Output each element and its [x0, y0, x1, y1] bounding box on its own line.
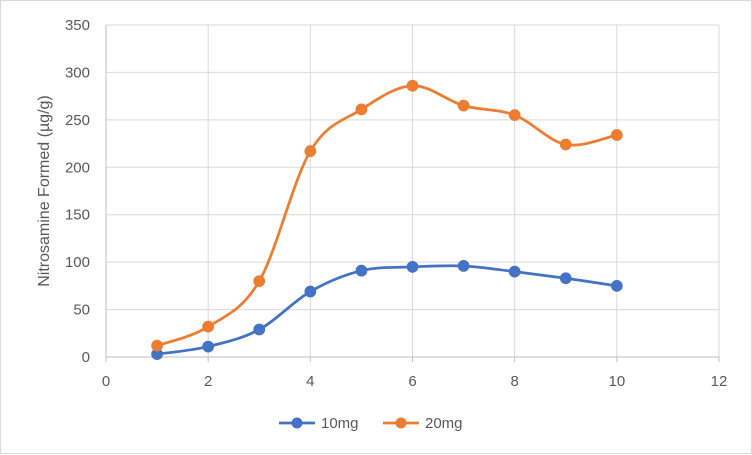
x-tick-label: 2	[204, 373, 212, 390]
gridlines	[106, 24, 720, 357]
x-tick-label: 6	[408, 373, 416, 390]
legend: 10mg 20mg	[279, 415, 463, 432]
legend-marker-swatch	[395, 417, 407, 429]
x-tick-label: 8	[510, 373, 518, 390]
data-point-10mg	[355, 264, 368, 277]
data-point-20mg	[457, 99, 470, 112]
data-point-10mg	[559, 272, 572, 285]
data-point-20mg	[508, 109, 521, 121]
series-lines	[155, 84, 619, 356]
data-point-10mg	[457, 260, 470, 272]
y-tick-label: 350	[65, 17, 90, 34]
data-point-10mg	[406, 261, 419, 273]
y-tick-label: 250	[65, 112, 90, 129]
y-tick-label: 200	[65, 159, 90, 176]
data-point-20mg	[304, 145, 317, 158]
data-point-10mg	[610, 279, 623, 292]
series-line-10mg	[155, 264, 619, 356]
data-point-20mg	[202, 320, 215, 333]
data-point-20mg	[253, 275, 266, 287]
y-tick-label: 50	[73, 302, 90, 319]
tick-labels: 0 50 100 150 200 250 300 350 0 2 4 6 8 10 12	[65, 17, 727, 390]
legend-label: 10mg	[321, 415, 359, 432]
data-point-20mg	[610, 129, 623, 141]
y-tick-label: 100	[65, 254, 90, 271]
legend-item-20mg: 20mg	[383, 415, 463, 432]
y-axis-title: Nitrosamine Formed (µg/g)	[36, 95, 53, 287]
data-point-10mg	[304, 285, 317, 298]
axes	[105, 25, 720, 362]
data-point-10mg	[253, 323, 266, 336]
data-point-10mg	[508, 265, 521, 278]
legend-label: 20mg	[425, 415, 463, 432]
series-markers	[151, 79, 623, 361]
data-point-20mg	[151, 339, 163, 352]
y-tick-label: 0	[82, 349, 90, 366]
x-tick-label: 10	[608, 373, 625, 390]
x-tick-label: 0	[102, 373, 110, 390]
x-tick-label: 4	[306, 373, 314, 390]
data-point-20mg	[559, 138, 572, 151]
data-point-10mg	[202, 340, 215, 353]
x-tick-label: 12	[711, 373, 728, 390]
legend-item-10mg: 10mg	[279, 415, 359, 432]
series-line-20mg	[155, 84, 619, 347]
data-point-20mg	[406, 79, 419, 92]
legend-marker-swatch	[291, 417, 303, 429]
y-tick-label: 300	[65, 64, 90, 81]
data-point-20mg	[355, 103, 368, 116]
y-tick-label: 150	[65, 207, 90, 224]
